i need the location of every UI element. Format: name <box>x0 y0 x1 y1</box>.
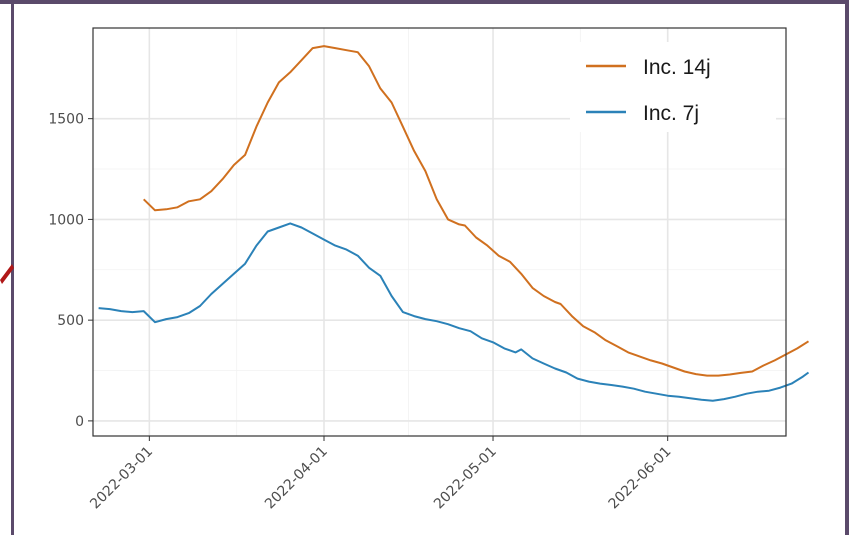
y-tick-label: 1000 <box>48 212 84 228</box>
series-line-inc-14j <box>143 45 810 377</box>
x-tick-label: 2022-06-01 <box>606 444 675 513</box>
frame-right-border <box>845 0 849 535</box>
legend-background <box>570 42 776 132</box>
x-tick-label: 2022-05-01 <box>431 444 500 513</box>
y-tick-label: 1500 <box>48 112 84 128</box>
series-line-inc-7j <box>98 222 810 402</box>
legend-label: Inc. 14j <box>643 56 711 79</box>
y-tick-label: 500 <box>57 313 84 329</box>
legend: Inc. 14j Inc. 7j <box>570 42 776 132</box>
y-tick-label: 0 <box>75 414 84 430</box>
plot-border <box>92 27 787 437</box>
x-tick-label: 2022-03-01 <box>87 444 156 513</box>
frame-top-border <box>0 0 849 4</box>
x-tick-label: 2022-04-01 <box>262 444 331 513</box>
legend-label: Inc. 7j <box>643 102 699 125</box>
corner-arrow-mark <box>0 264 14 284</box>
